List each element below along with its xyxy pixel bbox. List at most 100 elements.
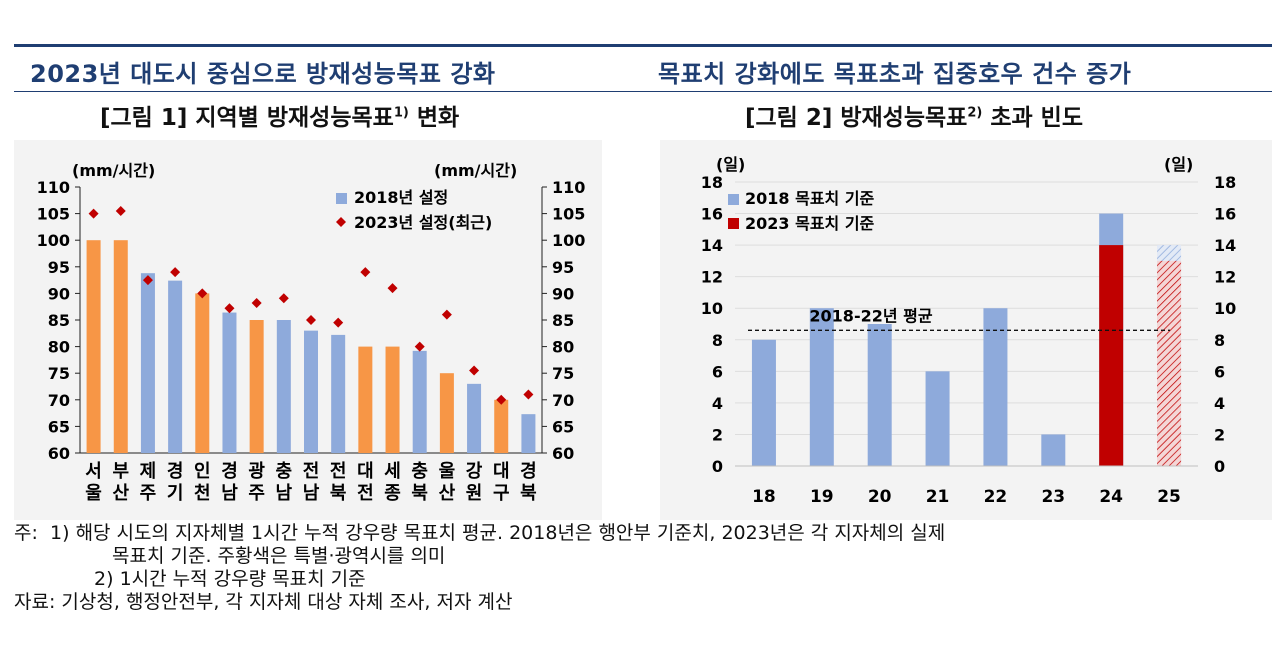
chart2-ytick-right: 0: [1214, 457, 1225, 476]
chart1-ytick-right: 90: [552, 284, 574, 303]
chart1-bar-2018: [276, 320, 291, 453]
chart2-category-label: 19: [810, 487, 834, 507]
chart2-category-label: 18: [752, 487, 776, 507]
chart2-ytick-left: 2: [712, 425, 723, 444]
chart1-marker-2023: [115, 205, 126, 216]
figure1-title-tail: 변화: [408, 105, 460, 131]
chart2-ytick-right: 2: [1214, 425, 1225, 444]
chart1-bar-2018: [521, 414, 536, 453]
figure2-title: [그림 2] 방재성능목표2) 초과 빈도: [745, 98, 1083, 132]
figure1-title-text: [그림 1] 지역별 방재성능목표: [100, 105, 394, 131]
note2: 2) 1시간 누적 강우량 목표치 기준: [14, 568, 1276, 591]
chart1-marker-2023: [251, 297, 262, 308]
chart1-category-label-top: 충: [411, 461, 428, 482]
note1-line2: 목표치 기준. 주황색은 특별·광역시를 의미: [112, 545, 446, 567]
chart1-ytick-right: 105: [552, 205, 585, 224]
chart1-ytick-left: 90: [48, 284, 70, 303]
chart1-category-label-top: 경: [221, 461, 238, 482]
chart1-ytick-right: 75: [552, 364, 574, 383]
chart2-ytick-left: 10: [701, 299, 723, 318]
note2-text: 1시간 누적 강우량 목표치 기준: [119, 568, 366, 590]
note2-number: 2): [94, 568, 114, 590]
chart1-bar-2018: [86, 240, 101, 453]
note1: 주: 1) 해당 시도의 지자체별 1시간 누적 강우량 목표치 평균. 201…: [14, 522, 1276, 545]
chart1-category-label-top: 서: [85, 461, 102, 482]
chart2-bar-2018: [1041, 434, 1066, 466]
chart2-left-unit: (일): [716, 155, 745, 174]
chart1-category-label-bottom: 남: [221, 483, 238, 504]
note1-continued: 목표치 기준. 주황색은 특별·광역시를 의미: [14, 545, 1276, 568]
chart1-category-label-top: 전: [303, 461, 320, 482]
chart2-bar-2018: [809, 308, 834, 466]
chart1-ytick-right: 80: [552, 338, 574, 357]
note-label: 주:: [14, 522, 38, 544]
chart1-legend-swatch-2018: [336, 193, 347, 204]
chart1-marker-2023: [496, 394, 507, 405]
chart2-ytick-right: 8: [1214, 331, 1225, 350]
chart1-marker-2023: [333, 317, 344, 328]
chart1-ytick-left: 85: [48, 311, 70, 330]
chart1-marker-2023: [469, 365, 480, 376]
right-headline: 목표치 강화에도 목표초과 집중호우 건수 증가: [658, 60, 1132, 88]
chart1-bar-2018: [249, 320, 264, 453]
chart1-left-unit: (mm/시간): [72, 161, 155, 180]
chart1-category-label-top: 경: [167, 461, 184, 482]
chart2-category-label: 20: [868, 487, 892, 507]
chart2-ytick-left: 8: [712, 331, 723, 350]
chart1-category-label-top: 광: [248, 461, 265, 482]
chart2-ytick-left: 12: [701, 268, 723, 287]
chart1-category-label-bottom: 산: [112, 483, 129, 504]
chart1-marker-2023: [197, 288, 208, 299]
chart2-category-label: 21: [926, 487, 950, 507]
chart1-marker-2023: [278, 293, 289, 304]
source-line: 자료: 기상청, 행정안전부, 각 지자체 대상 자체 조사, 저자 계산: [14, 591, 1276, 614]
chart2-legend-2018: 2018 목표치 기준: [745, 189, 875, 208]
chart2-ytick-left: 16: [701, 205, 723, 224]
chart1-bar-2018: [385, 346, 400, 453]
figure2-title-tail: 초과 빈도: [982, 105, 1083, 131]
chart1-ytick-right: 85: [552, 311, 574, 330]
chart1-category-label-bottom: 종: [384, 483, 401, 504]
source-text: 기상청, 행정안전부, 각 지자체 대상 자체 조사, 저자 계산: [61, 591, 513, 613]
chart1-ytick-right: 60: [552, 444, 574, 463]
chart2-category-label: 25: [1157, 487, 1181, 507]
chart1-marker-2023: [142, 275, 153, 286]
note1-line1: 해당 시도의 지자체별 1시간 누적 강우량 목표치 평균. 2018년은 행안…: [75, 522, 946, 544]
chart1-ytick-left: 95: [48, 258, 70, 277]
source-label: 자료:: [14, 591, 56, 613]
chart1-category-label-top: 강: [466, 461, 483, 482]
chart1-bar-2018: [494, 399, 509, 453]
chart1-legend-2023: 2023년 설정(최근): [354, 213, 492, 232]
chart1-category-label-bottom: 구: [493, 483, 510, 504]
chart2-category-label: 24: [1099, 487, 1123, 507]
chart1-category-label-bottom: 북: [411, 483, 428, 504]
chart2-legend-swatch-2018: [728, 194, 739, 205]
chart1-marker-2023: [441, 309, 452, 320]
chart1-ytick-left: 110: [37, 178, 70, 197]
chart1-category-label-top: 대: [493, 461, 510, 482]
chart1-ytick-right: 70: [552, 391, 574, 410]
chart1-category-label-bottom: 울: [85, 483, 102, 504]
chart2-legend-swatch-2023: [728, 218, 739, 229]
chart2-legend: 2018 목표치 기준 2023 목표치 기준: [728, 189, 875, 233]
chart1-panel: (mm/시간) (mm/시간) 60 60 65 65 70 70 75 75 80 80 85 85…: [14, 140, 602, 520]
chart2-ytick-left: 6: [712, 362, 723, 381]
chart1-bar-2018: [195, 293, 210, 453]
chart1-ytick-right: 110: [552, 178, 585, 197]
chart2-ytick-left: 4: [712, 394, 723, 413]
chart1-regional-targets: (mm/시간) (mm/시간) 60 60 65 65 70 70 75 75 80 80 85 85…: [37, 161, 586, 504]
chart2-legend-2023: 2023 목표치 기준: [745, 214, 875, 233]
chart1-bar-2018: [304, 330, 318, 453]
chart2-bar-2018: [867, 324, 892, 466]
chart1-ytick-right: 65: [552, 417, 574, 436]
chart1-marker-2023: [224, 303, 235, 314]
chart1-category-label-top: 충: [276, 461, 293, 482]
chart1-ytick-left: 105: [37, 205, 70, 224]
chart1-bar-2018: [358, 346, 373, 453]
chart1-category-label-bottom: 기: [167, 483, 184, 504]
figure2-title-sup: 2): [967, 105, 983, 121]
chart1-marker-2023: [170, 267, 181, 278]
chart2-average-label: 2018-22년 평균: [809, 306, 932, 325]
chart1-bar-2018: [140, 273, 155, 453]
footnotes: 주: 1) 해당 시도의 지자체별 1시간 누적 강우량 목표치 평균. 201…: [14, 522, 1276, 614]
